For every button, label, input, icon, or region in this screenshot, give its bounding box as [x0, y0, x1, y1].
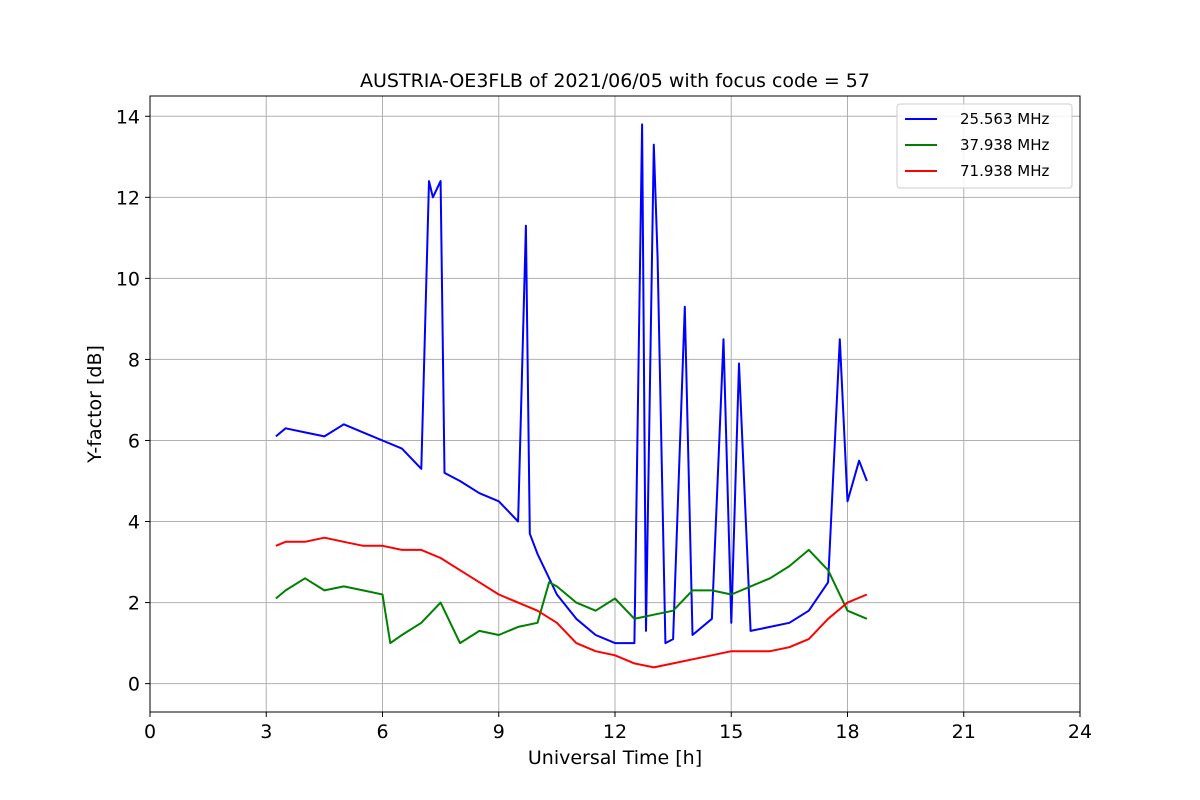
series-line-3	[275, 536, 868, 669]
y-tick-label: 10	[116, 268, 140, 290]
y-tick-label: 0	[128, 674, 140, 696]
x-tick-label: 3	[260, 721, 272, 743]
legend: 25.563 MHz 37.938 MHz 71.938 MHz	[896, 103, 1073, 189]
x-tick-label: 21	[952, 721, 976, 743]
legend-entry: 37.938 MHz	[960, 136, 1049, 154]
y-axis: 0 2 4 6 8 10 12 14	[116, 106, 150, 696]
legend-box	[896, 103, 1073, 189]
x-axis: 0 3 6 9 12 15 18 21 24	[144, 712, 1092, 743]
x-tick-label: 0	[144, 721, 156, 743]
x-tick-label: 6	[376, 721, 388, 743]
x-tick-label: 9	[493, 721, 505, 743]
series-layer	[275, 123, 868, 669]
chart-title: AUSTRIA-OE3FLB of 2021/06/05 with focus …	[360, 70, 870, 92]
x-tick-label: 15	[719, 721, 743, 743]
x-tick-label: 12	[603, 721, 627, 743]
y-tick-label: 12	[116, 187, 140, 209]
legend-entry: 71.938 MHz	[960, 162, 1049, 180]
series-line-1	[275, 123, 868, 645]
y-tick-label: 14	[116, 106, 140, 128]
series-line-2	[275, 548, 868, 645]
legend-entry: 25.563 MHz	[960, 110, 1049, 128]
y-axis-label: Y-factor [dB]	[84, 345, 106, 464]
y-tick-label: 4	[128, 512, 140, 534]
x-tick-label: 24	[1068, 721, 1092, 743]
y-tick-label: 8	[128, 349, 140, 371]
x-axis-label: Universal Time [h]	[528, 747, 702, 769]
x-tick-label: 18	[835, 721, 859, 743]
y-tick-label: 6	[128, 430, 140, 452]
y-tick-label: 2	[128, 593, 140, 615]
